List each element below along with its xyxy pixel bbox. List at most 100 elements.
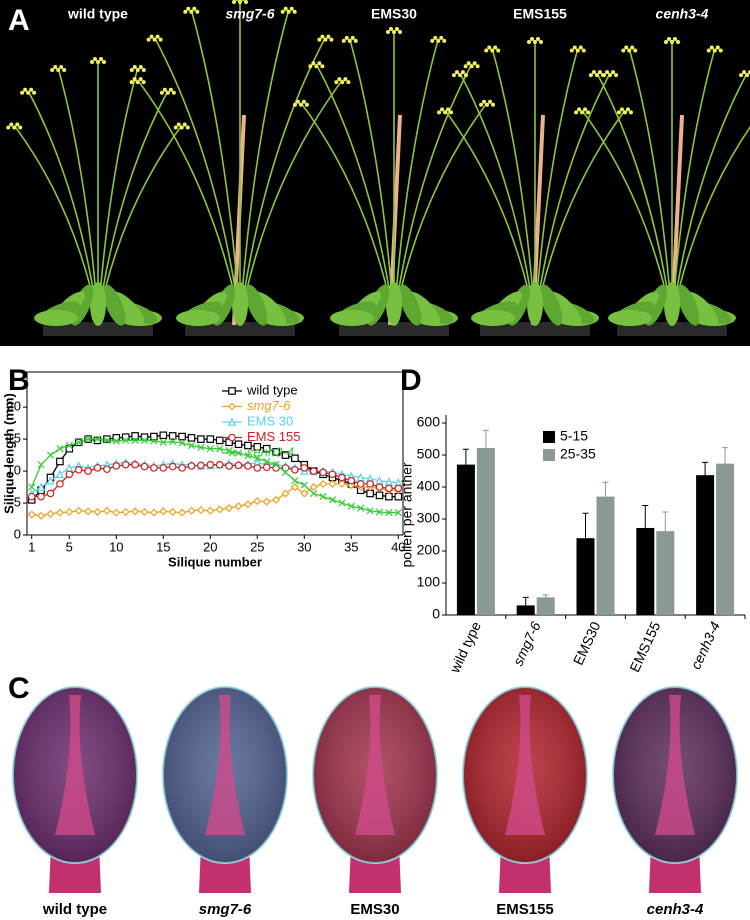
flower [350,35,355,40]
marker [291,454,299,463]
stem [239,37,327,321]
flower [173,125,178,130]
leaf [330,310,374,326]
x-tick-label: 10 [109,539,123,554]
flower [32,90,37,95]
flower [232,0,236,4]
flower [135,67,140,72]
flower [597,70,602,75]
flower [487,45,492,50]
marker [281,468,290,476]
flower [591,70,596,75]
marker [338,499,346,507]
marker [168,507,177,517]
flower [440,107,445,112]
flower [527,40,531,44]
stem [393,38,440,321]
flower [185,125,190,130]
x-tick-label: 35 [344,539,358,554]
flower [667,37,671,41]
flower [292,102,297,107]
marker [93,436,102,445]
genotype-label: smg7-6 [199,901,252,918]
marker [262,463,271,472]
flower [286,9,291,14]
flower [398,30,402,34]
genotype-label: cenh3-4 [656,6,709,22]
flower [588,73,593,78]
marker [150,464,158,472]
pot [43,322,153,336]
flower [146,37,151,42]
y-tick-label: 600 [417,414,441,430]
flower [574,110,579,115]
leaf [386,282,402,326]
marker [159,464,168,472]
bar [656,531,675,615]
stem [671,48,716,321]
flower [624,45,629,50]
marker [56,480,64,488]
flower [430,38,435,43]
leaf [676,284,700,326]
marker [178,508,187,517]
anther-images [12,686,738,893]
marker [46,476,55,485]
flower [195,9,200,14]
marker [159,438,167,446]
flower [395,27,399,31]
flower [93,57,97,61]
marker [281,489,290,498]
marker [206,435,215,443]
flower [676,40,680,44]
flower [625,107,630,112]
stem [671,72,748,321]
marker [37,511,46,520]
flower [238,0,242,4]
flower [340,80,345,85]
flower [62,67,67,72]
flower [482,99,487,104]
x-tick-label: EMS30 [570,619,604,668]
marker [150,437,158,445]
flower [289,6,294,11]
flower [182,122,187,127]
flower [472,61,477,66]
marker [55,508,64,517]
marker [337,479,346,488]
x-tick-label: 30 [297,539,311,554]
marker [366,507,374,515]
flower [715,45,720,50]
flower [536,37,540,41]
flower [15,122,20,127]
flower [443,110,448,115]
flower [90,60,94,64]
flower [437,110,442,115]
pot [617,322,727,336]
marker [197,443,205,452]
connective [655,695,695,835]
flower [664,40,668,44]
marker [196,506,205,515]
flower [26,90,31,95]
flower [165,90,170,95]
marker [84,507,93,516]
flower [341,38,346,43]
bar [636,527,655,615]
x-tick-label: smg7-6 [510,619,544,668]
stem [534,48,579,321]
x-tick-label: 20 [203,539,217,554]
y-axis-label: pollen per anther [399,462,415,567]
flower [138,77,143,82]
marker [385,492,393,501]
marker [187,506,196,515]
marker [356,472,365,482]
marker [206,460,215,469]
flower [9,122,14,127]
stem [491,48,536,321]
flower [344,35,349,40]
marker [140,433,149,442]
stem [190,9,241,321]
marker [37,461,45,469]
marker [28,483,36,491]
